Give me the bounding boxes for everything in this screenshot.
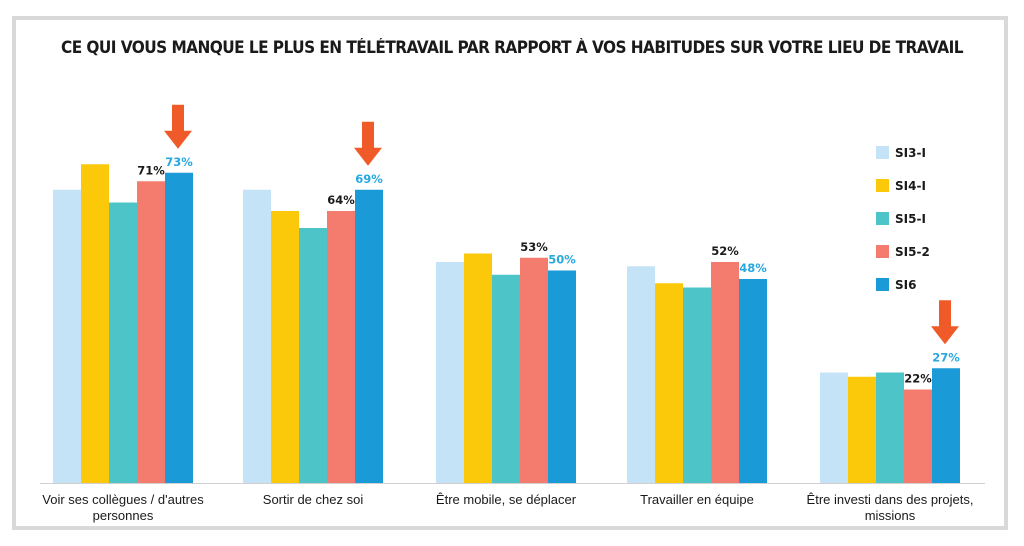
highlight-arrow-icon bbox=[164, 104, 192, 149]
legend-swatch-si5-i bbox=[876, 212, 889, 225]
legend-label-si5-i: SI5-I bbox=[895, 212, 926, 226]
legend-label-si4-i: SI4-I bbox=[895, 179, 926, 193]
bar-si5-2-2 bbox=[520, 257, 548, 483]
value-label: 22% bbox=[904, 372, 932, 386]
bar-si3-i-3 bbox=[627, 266, 655, 483]
value-label: 73% bbox=[165, 155, 193, 169]
legend-swatch-si6 bbox=[876, 278, 889, 291]
bar-si5-i-1 bbox=[299, 228, 327, 483]
bar-si5-i-2 bbox=[492, 274, 520, 483]
bar-si3-i-4 bbox=[820, 372, 848, 483]
bar-si5-i-3 bbox=[683, 287, 711, 483]
legend-swatch-si4-i bbox=[876, 179, 889, 192]
bar-si4-i-1 bbox=[271, 211, 299, 483]
bar-si5-2-1 bbox=[327, 211, 355, 483]
bar-si5-2-4 bbox=[904, 389, 932, 483]
value-label: 53% bbox=[520, 240, 548, 254]
highlight-arrow-icon bbox=[354, 121, 382, 166]
chart-title: CE QUI VOUS MANQUE LE PLUS EN TÉLÉTRAVAI… bbox=[61, 38, 964, 57]
value-label: 71% bbox=[137, 163, 165, 177]
bar-si6-0 bbox=[165, 172, 193, 483]
bar-si6-1 bbox=[355, 189, 383, 483]
bar-si4-i-0 bbox=[81, 164, 109, 483]
category-label: Être investi dans des projets, bbox=[807, 492, 974, 507]
category-label: missions bbox=[865, 508, 916, 523]
value-label: 50% bbox=[548, 253, 576, 267]
legend-label-si6: SI6 bbox=[895, 278, 916, 292]
bar-si4-i-3 bbox=[655, 283, 683, 483]
category-label: Être mobile, se déplacer bbox=[436, 492, 577, 507]
category-label: Voir ses collègues / d'autres bbox=[42, 492, 204, 507]
bar-si4-i-2 bbox=[464, 253, 492, 483]
legend-swatch-si3-i bbox=[876, 146, 889, 159]
bar-si4-i-4 bbox=[848, 376, 876, 483]
bar-si6-4 bbox=[932, 368, 960, 483]
bar-si3-i-1 bbox=[243, 189, 271, 483]
bar-si5-2-0 bbox=[137, 181, 165, 483]
value-label: 64% bbox=[327, 193, 355, 207]
highlight-arrow-icon bbox=[931, 300, 959, 345]
value-label: 48% bbox=[739, 261, 767, 275]
category-label: Travailler en équipe bbox=[640, 492, 754, 507]
category-label: personnes bbox=[93, 508, 154, 523]
bar-si5-i-4 bbox=[876, 372, 904, 483]
bar-si3-i-0 bbox=[53, 189, 81, 483]
bar-si6-2 bbox=[548, 270, 576, 483]
value-label: 27% bbox=[932, 350, 960, 364]
value-label: 52% bbox=[711, 244, 739, 258]
category-label: Sortir de chez soi bbox=[263, 492, 364, 507]
value-label: 69% bbox=[355, 172, 383, 186]
bar-si3-i-2 bbox=[436, 262, 464, 483]
bar-si6-3 bbox=[739, 279, 767, 483]
bar-si5-i-0 bbox=[109, 202, 137, 483]
legend-swatch-si5-2 bbox=[876, 245, 889, 258]
legend-label-si5-2: SI5-2 bbox=[895, 245, 930, 259]
bar-si5-2-3 bbox=[711, 262, 739, 483]
legend-label-si3-i: SI3-I bbox=[895, 146, 926, 160]
